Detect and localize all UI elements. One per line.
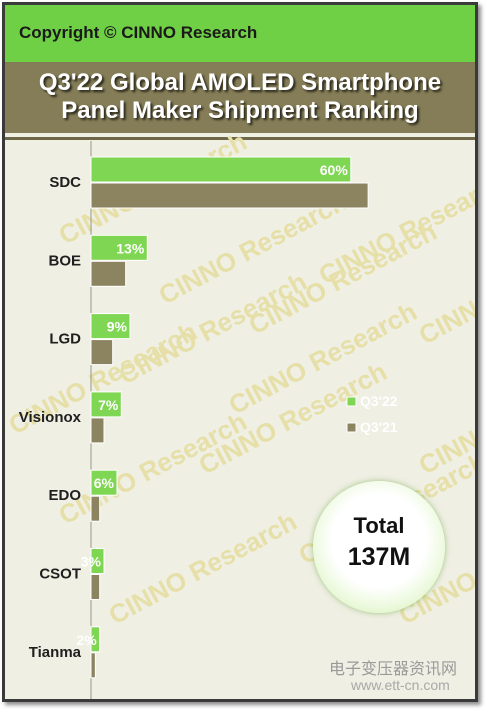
title-divider: [5, 137, 475, 140]
bar-series: 60% 13% 9% 7% 6% 3% 2%: [76, 156, 369, 679]
watermark-text: CINNO Research: [104, 506, 302, 630]
category-label: LGD: [49, 331, 81, 348]
data-label-q322: 60%: [320, 162, 349, 178]
category-label: CSOT: [39, 566, 81, 583]
bar-q321-csot: [90, 574, 101, 600]
data-label-q322: 2%: [76, 632, 97, 648]
bar-q321-sdc: [90, 182, 369, 209]
chart-title: Q3'22 Global AMOLED Smartphone Panel Mak…: [5, 69, 475, 125]
legend-label: Q3'22: [360, 393, 398, 409]
copyright-text: Copyright © CINNO Research: [19, 23, 258, 42]
total-label: Total: [353, 513, 405, 538]
chart-frame: Copyright © CINNO Research Q3'22 Global …: [2, 2, 478, 702]
footer-site-name: 电子变压器资讯网: [329, 659, 458, 678]
copyright-bar: [5, 5, 475, 62]
bar-q321-boe: [90, 260, 127, 287]
data-label-q322: 13%: [116, 240, 145, 256]
bar-q322-csot: [90, 548, 105, 574]
bar-q322-sdc: [90, 156, 352, 183]
bar-q321-lgd: [90, 339, 114, 366]
data-label-q322: 3%: [81, 554, 102, 570]
legend-swatch: [346, 396, 357, 407]
bar-q322-lgd: [90, 313, 131, 340]
bar-q322-tianma: [90, 626, 101, 653]
footer-watermark: 电子变压器资讯网 www.ett-cn.com: [293, 653, 475, 699]
category-label: EDO: [48, 487, 81, 504]
bar-q321-edo: [90, 495, 101, 522]
title-band: [5, 62, 475, 133]
category-label: BOE: [48, 252, 81, 269]
category-label: Tianma: [29, 644, 82, 661]
chart-title-line-1: Q3'22 Global AMOLED Smartphone: [38, 69, 442, 96]
bar-q322-edo: [90, 469, 118, 496]
total-value: 137M: [347, 543, 411, 571]
data-label-q322: 7%: [98, 397, 119, 413]
footer-site-url: www.ett-cn.com: [351, 677, 450, 693]
bar-q321-tianma: [90, 652, 96, 679]
category-label: SDC: [49, 174, 81, 191]
data-label-q322: 9%: [107, 319, 128, 335]
legend-label: Q3'21: [360, 419, 398, 435]
bar-q322-boe: [90, 234, 148, 261]
total-circle: Total 137M: [313, 481, 445, 613]
chart-legend: Q3'22 Q3'21: [346, 393, 398, 435]
legend-swatch: [346, 422, 357, 433]
category-axis: SDC BOE LGD Visionox EDO CSOT Tianma: [19, 141, 92, 699]
category-label: Visionox: [19, 409, 82, 426]
data-label-q322: 6%: [94, 475, 115, 491]
bar-q321-visionox: [90, 417, 105, 444]
chart-title-line-2: Panel Maker Shipment Ranking: [61, 97, 419, 124]
bar-q322-visionox: [90, 391, 122, 418]
